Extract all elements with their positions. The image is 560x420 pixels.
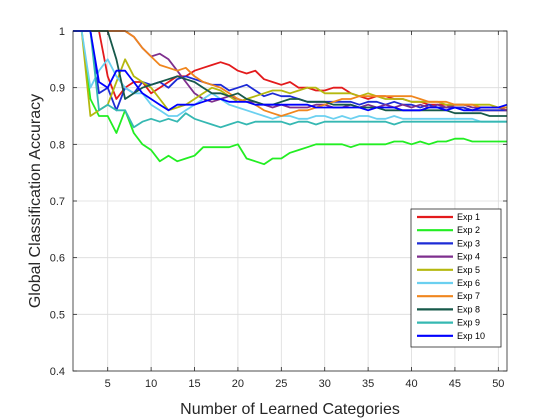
- y-tick-label: 1: [59, 26, 65, 38]
- y-tick-label: 0.9: [50, 83, 65, 95]
- legend-label: Exp 4: [457, 252, 480, 262]
- tick-labels: 5 10 15 20 25 30 35 40 45 50 0.4 0.5 0.6 0.7 0.8 0.9 1: [50, 26, 505, 390]
- x-tick-label: 5: [105, 378, 111, 390]
- series-line-exp-9: [73, 30, 507, 129]
- y-tick-label: 0.8: [50, 139, 65, 151]
- x-tick-label: 40: [405, 378, 417, 390]
- y-tick-label: 0.6: [50, 253, 65, 265]
- y-tick-label: 0.5: [50, 309, 65, 321]
- x-tick-label: 25: [275, 378, 287, 390]
- x-tick-label: 15: [188, 378, 200, 390]
- legend-label: Exp 9: [457, 318, 480, 328]
- series-line-exp-8: [73, 30, 507, 117]
- series-line-exp-2: [73, 30, 507, 166]
- legend: Exp 1 Exp 2 Exp 3 Exp 4 Exp 5 Exp 6 Exp 7 Exp 8…: [410, 208, 502, 348]
- x-tick-label: 45: [449, 378, 461, 390]
- series-lines: [73, 30, 508, 166]
- legend-label: Exp 10: [457, 331, 485, 341]
- x-tick-label: 30: [319, 378, 331, 390]
- legend-box: [410, 208, 502, 348]
- x-tick-label: 10: [145, 378, 157, 390]
- legend-label: Exp 1: [457, 212, 480, 222]
- legend-label: Exp 2: [457, 225, 480, 235]
- axis-ticks: [73, 30, 507, 372]
- x-tick-label: 35: [362, 378, 374, 390]
- y-axis-label: Global Classification Accuracy: [27, 94, 44, 308]
- x-tick-label: 50: [492, 378, 504, 390]
- series-line-exp-7: [73, 30, 507, 117]
- y-tick-label: 0.7: [50, 196, 65, 208]
- legend-label: Exp 8: [457, 304, 480, 314]
- x-tick-label: 20: [232, 378, 244, 390]
- y-tick-label: 0.4: [50, 366, 65, 378]
- legend-label: Exp 6: [457, 278, 480, 288]
- series-line-exp-6: [73, 30, 507, 123]
- series-line-exp-10: [73, 30, 508, 112]
- x-axis-label: Number of Learned Categories: [180, 401, 400, 418]
- legend-label: Exp 7: [457, 291, 480, 301]
- legend-label: Exp 3: [457, 238, 480, 248]
- legend-label: Exp 5: [457, 265, 480, 275]
